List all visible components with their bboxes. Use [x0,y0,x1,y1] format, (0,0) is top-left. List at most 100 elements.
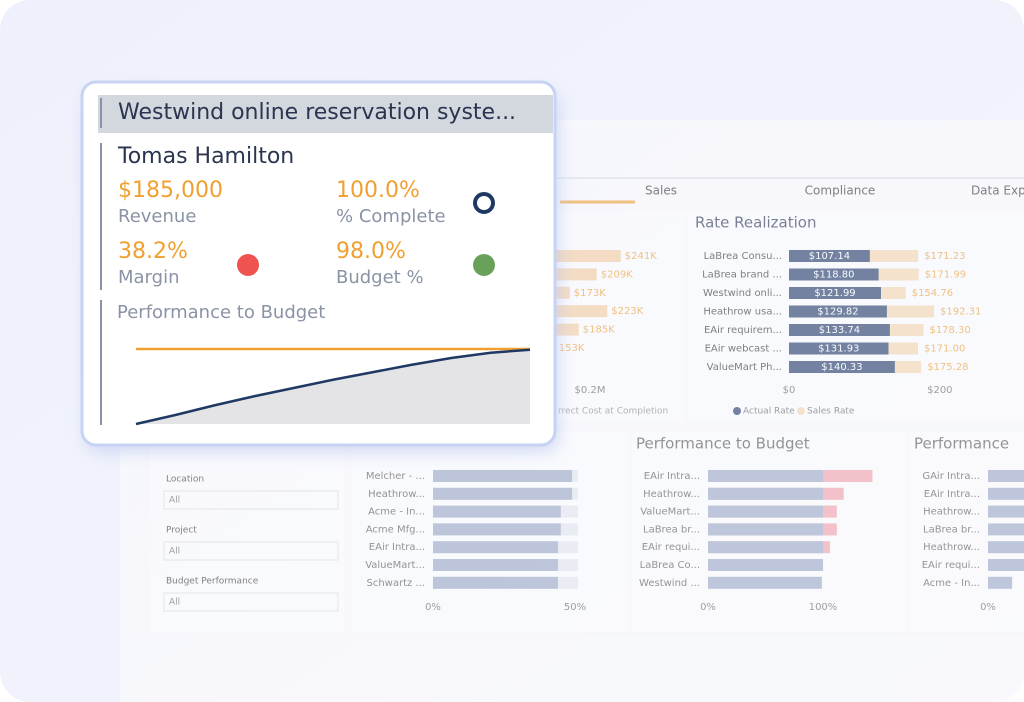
category-label: Westwind onli... [703,288,782,299]
bar [433,559,558,571]
bar [988,576,1013,589]
legend-label: Sales Rate [807,407,855,417]
category-label: ValueMart... [365,560,425,571]
bar [789,250,870,262]
card-frame [80,80,557,447]
kpi-value: 38.2% [118,239,188,264]
bar [433,541,558,554]
kpi-label: % Complete [336,206,446,227]
category-label: LaBrea br... [643,524,700,535]
chart-title: Rate Realization [695,214,816,232]
value-label: $140.33 [821,362,862,373]
filter-dropdown[interactable] [163,592,339,612]
filter-value: All [169,598,180,608]
value-label: $173K [574,288,606,299]
x-tick-label: 0% [700,602,716,613]
x-tick-label: $0 [783,385,796,396]
x-tick-label: 50% [564,602,586,613]
category-label: LaBrea Co... [640,560,700,571]
category-label: EAir webcast ... [705,344,782,355]
bar [789,361,895,373]
bar [988,487,1024,500]
category-label: LaBrea Consu... [704,251,782,262]
category-label: Melcher - ... [366,471,425,482]
chart-title: Performance [914,435,1009,453]
category-label: ValueMart... [640,507,700,518]
value-label: $178.30 [929,325,970,336]
value-label: $107.14 [809,251,850,262]
value-label: $121.99 [814,288,855,299]
bar [433,470,573,482]
legend-marker [733,407,741,415]
bar-base [708,541,823,554]
chart-title: Performance to Budget [117,302,325,323]
value-label: $129.82 [817,307,858,318]
category-label: LaBrea brand ... [702,270,782,281]
value-label: $209K [601,269,633,280]
legend-marker [797,407,805,415]
status-indicator [473,192,495,214]
x-tick-label: $0.2M [575,385,606,396]
bar [988,470,1024,482]
filter-dropdown[interactable] [163,541,339,561]
x-tick-label: 100% [809,602,838,613]
category-label: EAir Intra... [924,489,980,500]
category-label: EAir Intra... [369,542,425,553]
kpi-label: Revenue [118,206,196,227]
category-label: Acme - In... [923,578,980,589]
value-label: $133.74 [819,325,860,336]
bar [708,576,822,589]
bar-base [708,470,823,482]
status-indicator [473,254,495,276]
bar [988,559,1024,571]
bar [433,523,561,536]
x-tick-label: 0% [425,602,441,613]
value-label: $171.00 [924,344,965,355]
legend-label: Actual Rate [743,407,795,417]
kpi-value: 98.0% [336,239,406,264]
category-label: Acme - In... [368,507,425,518]
filter-label: Project [166,526,197,536]
kpi-label: Budget % [336,267,424,288]
category-label: Westwind ... [639,578,700,589]
kpi-value: 100.0% [336,178,420,203]
category-label: Schwartz ... [367,578,426,589]
filter-dropdown[interactable] [163,490,339,510]
bar [789,305,887,318]
actual-area [136,349,530,424]
actual-line [135,348,531,426]
category-label: ValueMart Ph... [707,362,782,373]
value-label: $118.80 [813,270,854,281]
filter-label: Budget Performance [166,577,259,587]
x-tick-label: $200 [927,385,952,396]
kpi-label: Margin [118,267,179,288]
filter-value: All [169,547,180,557]
project-card: Westwind online reservation syste... Tom… [80,80,557,447]
value-label: $171.23 [924,251,965,262]
bar [789,287,882,299]
category-label: Heathrow... [923,542,980,553]
category-label: EAir requirem... [704,325,782,336]
chart-title: Performance to Budget [636,435,810,453]
manager-name: Tomas Hamilton [117,144,294,169]
bar-base [708,523,823,536]
bar [433,576,558,589]
tab: Data Expl [971,184,1024,198]
filter-label: Location [166,475,204,485]
value-label: $154.76 [912,288,953,299]
status-indicator [237,254,259,276]
axis-label: rrect Cost at Completion [558,407,668,417]
bar-base [708,487,823,500]
value-label: $175.28 [927,362,968,373]
bar [708,559,823,571]
category-label: LaBrea br... [923,524,980,535]
category-label: Heathrow usa... [703,307,782,318]
tab: Compliance [805,184,876,198]
kpi-value: $185,000 [118,178,223,203]
category-label: EAir requi... [642,542,700,553]
value-label: 153K [559,343,585,354]
value-label: $185K [583,325,615,336]
card-header [98,95,553,133]
value-label: $241K [625,251,657,262]
